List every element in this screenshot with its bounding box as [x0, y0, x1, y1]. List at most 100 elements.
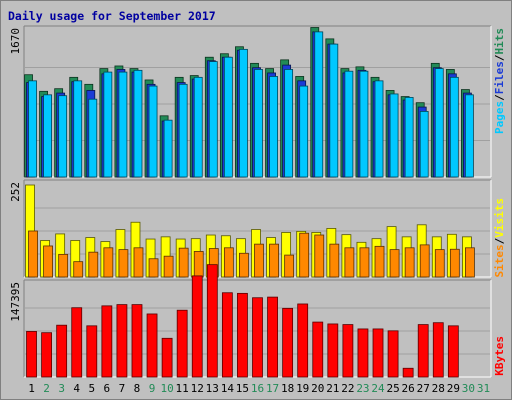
hits-files-pages-pages-bar-day-7 — [118, 71, 128, 178]
x-label-day-8: 8 — [134, 382, 141, 395]
visits-sites-sites-bar-day-17 — [269, 243, 279, 278]
x-label-day-31: 31 — [477, 382, 490, 395]
visits-sites-sites-bar-day-19 — [299, 232, 310, 278]
visits-sites-sites-bar-day-20 — [314, 234, 325, 278]
visits-sites-sites-bar-day-3 — [58, 253, 69, 278]
x-label-day-30: 30 — [462, 382, 475, 395]
x-label-day-4: 4 — [73, 382, 80, 395]
visits-sites-sites-bar-day-4 — [73, 261, 84, 278]
hits-files-pages-pages-bar-day-8 — [133, 69, 143, 178]
visits-sites-sites-bar-day-6 — [103, 247, 114, 278]
hits-files-pages-pages-bar-day-12 — [193, 76, 203, 178]
kbytes-kbytes-bar-day-9 — [146, 313, 158, 378]
kbytes-kbytes-bar-day-27 — [417, 324, 429, 378]
x-label-day-3: 3 — [58, 382, 65, 395]
legend-separator: / — [493, 237, 506, 244]
visits-sites-sites-bar-day-23 — [359, 247, 370, 278]
visits-sites-sites-bar-day-29 — [449, 248, 460, 278]
hits-files-pages-pages-bar-day-26 — [404, 97, 414, 178]
legend-kbytes: KBytes — [493, 336, 506, 376]
kbytes-kbytes-bar-day-17 — [267, 296, 278, 378]
hits-files-pages-pages-bar-day-11 — [178, 83, 188, 178]
hits-files-pages-pages-bar-day-15 — [239, 48, 248, 178]
kbytes-kbytes-bar-day-2 — [41, 332, 52, 378]
legend-pages: Pages — [493, 101, 506, 134]
legend-separator: / — [493, 54, 506, 61]
kbytes-kbytes-bar-day-13 — [206, 264, 218, 378]
x-label-day-25: 25 — [386, 382, 399, 395]
x-label-day-12: 12 — [191, 382, 204, 395]
x-label-day-5: 5 — [88, 382, 95, 395]
x-label-day-17: 17 — [266, 382, 279, 395]
panel-3-legend: KBytes — [493, 336, 506, 376]
x-label-day-29: 29 — [447, 382, 460, 395]
visits-sites-sites-bar-day-27 — [419, 244, 430, 278]
hits-files-pages-pages-bar-day-27 — [419, 111, 429, 178]
kbytes-kbytes-bar-day-21 — [327, 323, 339, 378]
x-label-day-23: 23 — [356, 382, 369, 395]
hits-files-pages-pages-bar-day-10 — [163, 119, 173, 178]
visits-sites-sites-bar-day-28 — [434, 249, 445, 278]
kbytes-kbytes-bar-day-3 — [56, 324, 68, 378]
x-label-day-18: 18 — [281, 382, 294, 395]
hits-files-pages-pages-bar-day-24 — [374, 80, 384, 178]
visits-sites-sites-bar-day-2 — [43, 245, 53, 278]
hits-files-pages-pages-bar-day-13 — [208, 61, 218, 178]
visits-sites-sites-bar-day-15 — [239, 252, 249, 278]
hits-files-pages-pages-bar-day-28 — [434, 68, 444, 178]
kbytes-kbytes-bar-day-26 — [402, 367, 414, 378]
panel-1-y-max-label: 1670 — [9, 28, 22, 55]
hits-files-pages-pages-bar-day-20 — [314, 31, 324, 178]
x-label-day-1: 1 — [28, 382, 35, 395]
visits-sites-sites-bar-day-14 — [223, 247, 234, 278]
hits-files-pages-pages-bar-day-4 — [73, 80, 83, 178]
x-label-day-20: 20 — [311, 382, 324, 395]
visits-sites-sites-bar-day-8 — [133, 247, 144, 278]
hits-files-pages-pages-bar-day-29 — [449, 76, 459, 178]
legend-files: Files — [493, 61, 506, 94]
visits-sites-sites-bar-day-5 — [88, 251, 99, 278]
hits-files-pages-pages-bar-day-21 — [329, 43, 339, 178]
panel-2-y-max-label: 252 — [9, 182, 22, 202]
kbytes-kbytes-bar-day-8 — [131, 304, 143, 378]
legend-visits: Visits — [493, 198, 506, 238]
panel-3-y-max-label: 147395 — [9, 282, 22, 322]
visits-sites-sites-bar-day-1 — [28, 230, 38, 278]
kbytes-kbytes-bar-day-22 — [342, 324, 354, 378]
kbytes-kbytes-bar-day-12 — [191, 275, 203, 378]
kbytes-kbytes-bar-day-6 — [101, 305, 113, 378]
kbytes-kbytes-bar-day-29 — [447, 325, 459, 378]
x-label-day-21: 21 — [326, 382, 339, 395]
hits-files-pages-pages-bar-day-22 — [344, 70, 354, 178]
hits-files-pages-pages-bar-day-19 — [299, 85, 309, 178]
visits-sites-sites-bar-day-21 — [329, 243, 340, 278]
kbytes-kbytes-bar-day-5 — [86, 325, 98, 378]
kbytes-kbytes-bar-day-18 — [282, 307, 294, 378]
legend-separator: / — [493, 94, 506, 101]
kbytes-kbytes-bar-day-7 — [116, 304, 128, 378]
visits-sites-sites-bar-day-9 — [148, 258, 159, 278]
hits-files-pages-pages-bar-day-3 — [58, 95, 68, 178]
kbytes-kbytes-bar-day-16 — [252, 297, 263, 378]
visits-sites-sites-bar-day-12 — [193, 251, 204, 278]
x-label-day-15: 15 — [236, 382, 249, 395]
visits-sites-sites-bar-day-18 — [284, 254, 295, 278]
legend-hits: Hits — [493, 28, 506, 55]
hits-files-pages-pages-bar-day-6 — [103, 71, 113, 178]
kbytes-kbytes-bar-day-11 — [176, 309, 188, 378]
visits-sites-sites-bar-day-26 — [404, 247, 415, 278]
hits-files-pages-pages-bar-day-23 — [359, 70, 369, 178]
x-label-day-27: 27 — [417, 382, 430, 395]
x-label-day-6: 6 — [104, 382, 111, 395]
hits-files-pages-pages-bar-day-30 — [465, 94, 474, 178]
kbytes-kbytes-bar-day-19 — [297, 303, 309, 378]
hits-files-pages-pages-bar-day-5 — [88, 98, 98, 178]
hits-files-pages-pages-bar-day-17 — [269, 76, 278, 178]
hits-files-pages-pages-bar-day-1 — [28, 80, 37, 178]
kbytes-kbytes-bar-day-20 — [312, 321, 324, 378]
hits-files-pages-pages-bar-day-9 — [148, 85, 158, 178]
kbytes-kbytes-bar-day-23 — [357, 328, 369, 378]
kbytes-kbytes-bar-day-10 — [161, 337, 173, 378]
visits-sites-sites-bar-day-24 — [374, 245, 385, 278]
